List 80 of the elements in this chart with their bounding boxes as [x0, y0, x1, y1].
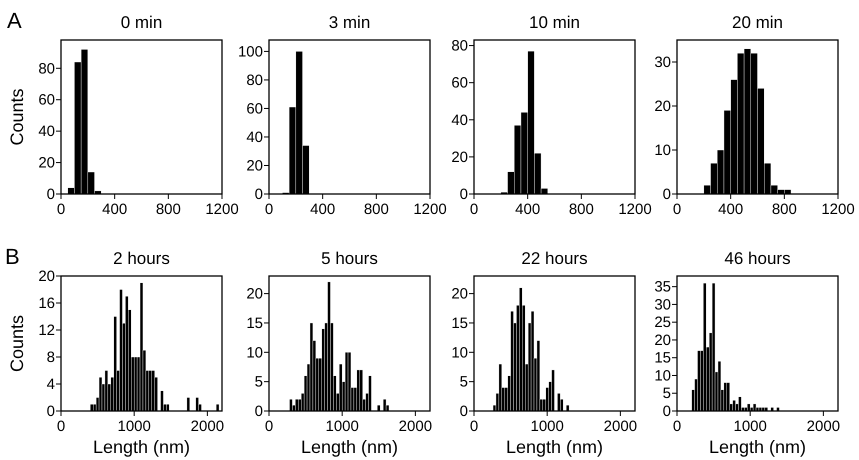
y-tick-label: 5: [254, 374, 263, 391]
x-tick-label: 1000: [733, 418, 767, 435]
y-tick-label: 20: [38, 154, 55, 172]
y-tick-label: 5: [460, 374, 468, 391]
y-tick-label: 0: [460, 403, 468, 420]
y-tick-label: 20: [654, 98, 671, 115]
y-tick-label: 80: [38, 60, 55, 78]
chart-title: 0 min: [120, 13, 162, 32]
chart-title: 5 hours: [321, 249, 378, 268]
y-tick-label: 0: [662, 403, 671, 420]
x-tick-label: 1000: [530, 418, 564, 435]
y-tick-label: 20: [246, 286, 263, 303]
y-tick-label: 5: [662, 385, 671, 402]
y-tick-label: 0: [254, 186, 263, 203]
y-tick-label: 20: [654, 332, 671, 349]
x-tick-label: 1200: [821, 201, 855, 218]
y-tick-label: 0: [46, 186, 55, 203]
y-tick-label: 15: [451, 314, 468, 332]
y-tick-label: 10: [654, 367, 671, 384]
text: B: [5, 244, 20, 269]
x-tick-label: 2000: [604, 418, 638, 435]
y-tick-label: 60: [451, 74, 468, 92]
chart-title: 46 hours: [724, 249, 791, 268]
x-tick-label: 400: [310, 201, 336, 218]
y-tick-label: 25: [654, 314, 671, 332]
y-tick-label: 80: [451, 38, 468, 55]
y-axis-title: Counts: [7, 314, 27, 372]
x-axis-title: Length (nm): [92, 437, 190, 457]
y-tick-label: 16: [38, 295, 55, 312]
y-tick-label: 20: [451, 286, 468, 303]
y-tick-label: 0: [662, 186, 671, 203]
y-tick-label: 30: [654, 54, 671, 71]
y-tick-label: 20: [38, 268, 55, 285]
y-tick-label: 0: [460, 186, 468, 203]
y-tick-label: 80: [246, 72, 263, 89]
y-tick-label: 0: [46, 403, 55, 420]
y-tick-label: 60: [38, 92, 55, 109]
x-tick-label: 2000: [190, 418, 224, 435]
y-tick-label: 10: [654, 142, 671, 159]
y-tick-label: 15: [654, 350, 671, 367]
y-tick-label: 30: [654, 296, 671, 314]
y-tick-label: 0: [254, 403, 263, 420]
y-tick-label: 4: [46, 376, 55, 393]
y-tick-label: 20: [246, 157, 263, 174]
chart-title: 2 hours: [113, 249, 170, 268]
y-tick-label: 20: [451, 148, 468, 166]
x-tick-label: 1000: [117, 418, 151, 435]
x-axis-title: Length (nm): [708, 437, 806, 457]
chart-title: 22 hours: [521, 249, 588, 268]
y-tick-label: 35: [654, 278, 671, 296]
x-axis-title: Length (nm): [506, 437, 604, 457]
y-tick-label: 15: [246, 314, 263, 332]
y-tick-label: 40: [451, 112, 468, 129]
y-tick-label: 12: [38, 322, 55, 339]
x-tick-label: 400: [718, 201, 744, 218]
x-tick-label: 2000: [806, 418, 840, 435]
x-axis-title: Length (nm): [300, 437, 398, 457]
x-tick-label: 400: [515, 201, 540, 218]
y-tick-label: 8: [46, 349, 55, 366]
y-axis-title: Counts: [7, 88, 27, 146]
x-tick-label: 800: [568, 201, 594, 218]
x-tick-label: 1200: [205, 201, 239, 218]
text: A: [7, 8, 22, 33]
y-tick-label: 10: [246, 344, 263, 362]
chart-title: 3 min: [328, 13, 370, 32]
y-tick-label: 40: [38, 123, 55, 140]
x-tick-label: 2000: [398, 418, 432, 435]
x-tick-label: 1200: [618, 201, 652, 218]
x-tick-label: 800: [772, 201, 797, 218]
x-tick-label: 1200: [413, 201, 447, 218]
chart-title: 20 min: [732, 13, 784, 32]
y-tick-label: 60: [246, 100, 263, 118]
y-tick-label: 40: [246, 128, 263, 146]
chart-title: 10 min: [528, 13, 580, 32]
y-tick-label: 10: [451, 344, 468, 362]
x-tick-label: 800: [364, 201, 389, 218]
x-tick-label: 400: [102, 201, 128, 218]
x-tick-label: 800: [156, 201, 181, 218]
x-tick-label: 1000: [325, 418, 359, 435]
y-tick-label: 100: [238, 43, 263, 60]
